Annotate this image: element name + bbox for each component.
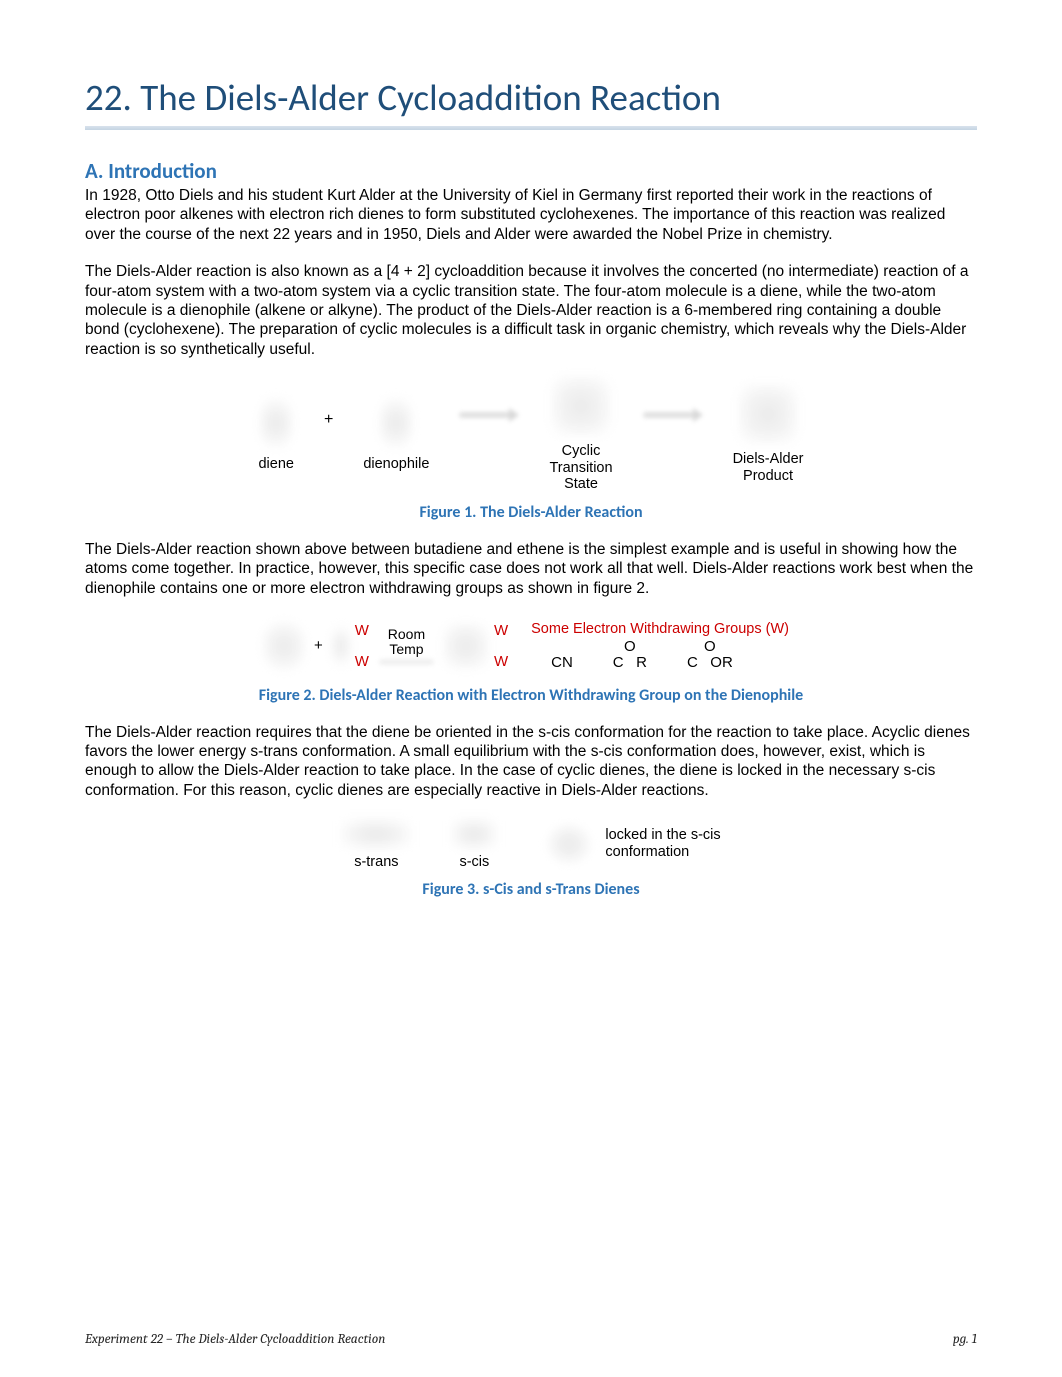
ewg-cr: C R: [613, 655, 647, 671]
diene-label: diene: [258, 456, 293, 473]
intro-para-4: The Diels-Alder reaction requires that t…: [85, 723, 977, 801]
figure-3: s-trans s-cis locked in the s-cis confor…: [85, 818, 977, 870]
product-label: Diels-Alder Product: [733, 451, 804, 484]
figure-2: + W W Room Temp W W Some Electron Withdr…: [85, 616, 977, 676]
ewg-o: O: [624, 639, 636, 655]
intro-para-2: The Diels-Alder reaction is also known a…: [85, 262, 977, 359]
figure-1: diene + dienophile Cyclic Transition Sta…: [85, 377, 977, 493]
title-rule: [85, 126, 977, 130]
plus-sign: +: [324, 411, 333, 429]
s-cis-label: s-cis: [459, 854, 489, 870]
dienophile-structure-icon: [381, 398, 411, 448]
reaction-arrow-icon: [379, 659, 434, 665]
cyclic-diene-structure-icon: [547, 824, 591, 864]
section-a-head: A. Introduction: [85, 158, 977, 184]
s-trans-label: s-trans: [354, 854, 398, 870]
w-label: W: [355, 622, 369, 639]
w-label: W: [494, 653, 508, 670]
product-structure-icon: [444, 624, 488, 668]
w-label: W: [494, 622, 508, 639]
intro-para-3: The Diels-Alder reaction shown above bet…: [85, 540, 977, 598]
footer-experiment-title: Experiment 22 – The Diels-Alder Cycloadd…: [85, 1332, 385, 1347]
product-structure-icon: [739, 385, 797, 443]
ewg-cor: C OR: [687, 655, 733, 671]
intro-para-1: In 1928, Otto Diels and his student Kurt…: [85, 186, 977, 244]
ewg-cn: CN: [551, 654, 573, 671]
plus-sign: +: [314, 637, 323, 654]
cyclic-label: Cyclic Transition State: [549, 443, 612, 493]
dienophile-label: dienophile: [363, 456, 429, 473]
s-trans-structure-icon: [341, 818, 411, 850]
locked-label: locked in the s-cis conformation: [605, 827, 720, 860]
figure-2-caption: Figure 2. Diels-Alder Reaction with Elec…: [85, 686, 977, 705]
diene-structure-icon: [264, 623, 304, 669]
ewg-box: Some Electron Withdrawing Groups (W) CN …: [522, 616, 798, 676]
dienophile-structure-icon: [333, 626, 349, 666]
reaction-arrow-icon: [459, 414, 519, 416]
s-cis-structure-icon: [451, 818, 497, 850]
figure-3-caption: Figure 3. s-Cis and s-Trans Dienes: [85, 880, 977, 899]
ewg-heading: Some Electron Withdrawing Groups (W): [531, 621, 789, 637]
figure-1-caption: Figure 1. The Diels-Alder Reaction: [85, 503, 977, 522]
page-footer: Experiment 22 – The Diels-Alder Cycloadd…: [85, 1332, 977, 1347]
w-label: W: [355, 653, 369, 670]
room-temp-label: Room Temp: [388, 627, 425, 658]
page-title: 22. The Diels-Alder Cycloaddition Reacti…: [85, 75, 977, 120]
diene-structure-icon: [261, 398, 291, 448]
footer-page-number: pg. 1: [953, 1332, 977, 1347]
reaction-arrow-icon: [643, 414, 703, 416]
transition-state-structure-icon: [552, 377, 610, 435]
ewg-o: O: [704, 639, 716, 655]
